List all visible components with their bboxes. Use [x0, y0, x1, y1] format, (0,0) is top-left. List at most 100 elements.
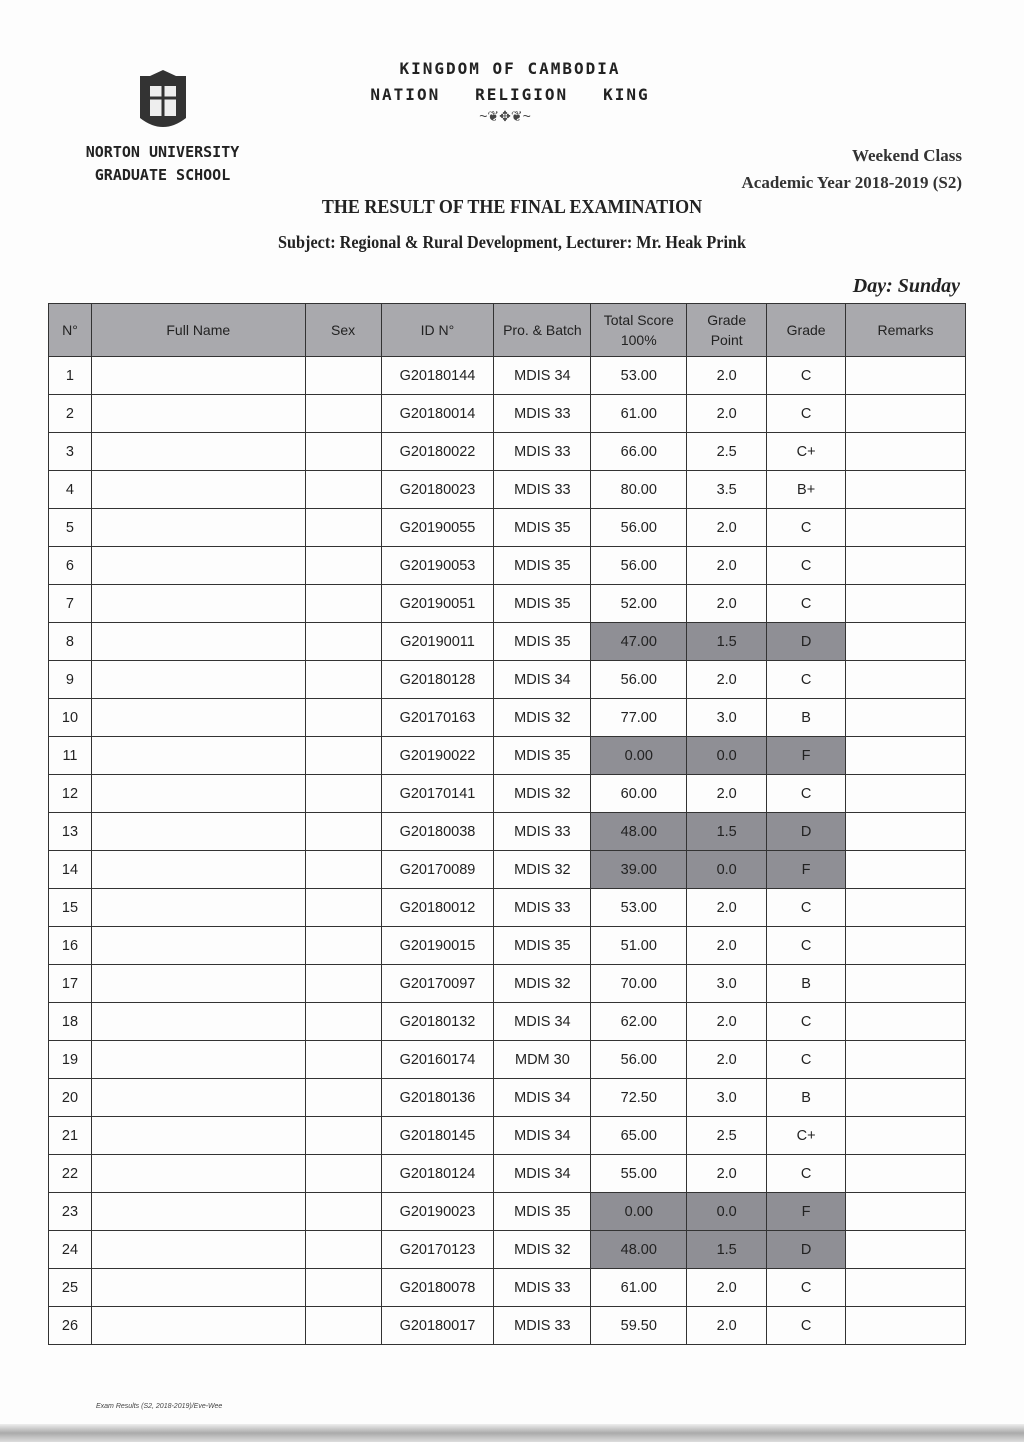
- row-number: 20: [48, 1078, 92, 1117]
- score-cell: 61.00: [590, 394, 688, 433]
- id-cell: G20180017: [380, 1306, 495, 1345]
- table-row: 14 G20170089 MDIS 32 39.00 0.0 F: [48, 850, 966, 889]
- id-cell: G20190051: [380, 584, 495, 623]
- row-number: 6: [48, 546, 92, 585]
- batch-cell: MDIS 32: [493, 1230, 592, 1269]
- id-cell: G20160174: [380, 1040, 495, 1079]
- batch-cell: MDIS 33: [493, 394, 592, 433]
- grade-point-cell: 2.0: [686, 774, 768, 813]
- grade-point-cell: 2.0: [686, 356, 768, 395]
- motto-text: NATION RELIGION KING: [370, 85, 650, 104]
- batch-cell: MDIS 35: [493, 926, 592, 965]
- col-no: N°: [48, 303, 92, 357]
- grade-point-cell: 0.0: [686, 850, 768, 889]
- university-title: NORTON UNIVERSITY: [85, 143, 240, 161]
- col-total-score-line1: Total Score: [603, 312, 674, 328]
- score-cell: 0.00: [590, 1192, 688, 1231]
- sex-cell: [304, 470, 382, 509]
- row-number: 25: [48, 1268, 92, 1307]
- batch-cell: MDIS 34: [493, 1002, 592, 1041]
- score-cell: 0.00: [590, 736, 688, 775]
- batch-cell: MDIS 33: [493, 470, 592, 509]
- full-name-cell: [90, 622, 306, 661]
- full-name-cell: [90, 1116, 306, 1155]
- table-row: 23 G20190023 MDIS 35 0.00 0.0 F: [48, 1192, 966, 1231]
- id-cell: G20170089: [380, 850, 495, 889]
- scan-edge: [0, 1424, 1024, 1442]
- sex-cell: [304, 1230, 382, 1269]
- document-title: THE RESULT OF THE FINAL EXAMINATION: [321, 196, 703, 218]
- table-row: 19 G20160174 MDM 30 56.00 2.0 C: [48, 1040, 966, 1079]
- row-number: 15: [48, 888, 92, 927]
- batch-cell: MDIS 32: [493, 964, 592, 1003]
- row-number: 14: [48, 850, 92, 889]
- table-row: 11 G20190022 MDIS 35 0.00 0.0 F: [48, 736, 966, 775]
- row-number: 16: [48, 926, 92, 965]
- score-cell: 52.00: [590, 584, 688, 623]
- grade-cell: C+: [766, 432, 847, 471]
- table-row: 10 G20170163 MDIS 32 77.00 3.0 B: [48, 698, 966, 737]
- full-name-cell: [90, 850, 306, 889]
- table-row: 24 G20170123 MDIS 32 48.00 1.5 D: [48, 1230, 966, 1269]
- col-remarks: Remarks: [845, 303, 966, 357]
- row-number: 3: [48, 432, 92, 471]
- sex-cell: [304, 1040, 382, 1079]
- remarks-cell: [845, 470, 966, 509]
- row-number: 10: [48, 698, 92, 737]
- grade-cell: C: [766, 888, 847, 927]
- batch-cell: MDIS 34: [493, 356, 592, 395]
- full-name-cell: [90, 964, 306, 1003]
- row-number: 8: [48, 622, 92, 661]
- row-number: 17: [48, 964, 92, 1003]
- full-name-cell: [90, 356, 306, 395]
- full-name-cell: [90, 660, 306, 699]
- class-info: Weekend Class Academic Year 2018-2019 (S…: [742, 142, 963, 196]
- batch-cell: MDIS 34: [493, 660, 592, 699]
- score-cell: 66.00: [590, 432, 688, 471]
- full-name-cell: [90, 1192, 306, 1231]
- remarks-cell: [845, 508, 966, 547]
- batch-cell: MDIS 32: [493, 698, 592, 737]
- id-cell: G20170097: [380, 964, 495, 1003]
- batch-cell: MDIS 35: [493, 622, 592, 661]
- row-number: 9: [48, 660, 92, 699]
- grade-point-cell: 2.0: [686, 1040, 768, 1079]
- row-number: 13: [48, 812, 92, 851]
- sex-cell: [304, 926, 382, 965]
- id-cell: G20180078: [380, 1268, 495, 1307]
- batch-cell: MDIS 34: [493, 1116, 592, 1155]
- table-row: 18 G20180132 MDIS 34 62.00 2.0 C: [48, 1002, 966, 1041]
- id-cell: G20180145: [380, 1116, 495, 1155]
- full-name-cell: [90, 774, 306, 813]
- full-name-cell: [90, 508, 306, 547]
- grade-cell: C: [766, 508, 847, 547]
- table-row: 1 G20180144 MDIS 34 53.00 2.0 C: [48, 356, 966, 395]
- sex-cell: [304, 850, 382, 889]
- id-cell: G20190053: [380, 546, 495, 585]
- remarks-cell: [845, 1116, 966, 1155]
- remarks-cell: [845, 1078, 966, 1117]
- remarks-cell: [845, 850, 966, 889]
- sex-cell: [304, 622, 382, 661]
- score-cell: 62.00: [590, 1002, 688, 1041]
- batch-cell: MDIS 35: [493, 584, 592, 623]
- grade-point-cell: 3.0: [686, 964, 768, 1003]
- id-cell: G20190015: [380, 926, 495, 965]
- remarks-cell: [845, 356, 966, 395]
- batch-cell: MDIS 35: [493, 546, 592, 585]
- grade-point-cell: 1.5: [686, 1230, 768, 1269]
- grade-cell: C: [766, 356, 847, 395]
- score-cell: 56.00: [590, 1040, 688, 1079]
- id-cell: G20170123: [380, 1230, 495, 1269]
- grade-cell: B: [766, 698, 847, 737]
- table-row: 20 G20180136 MDIS 34 72.50 3.0 B: [48, 1078, 966, 1117]
- table-row: 4 G20180023 MDIS 33 80.00 3.5 B+: [48, 470, 966, 509]
- row-number: 4: [48, 470, 92, 509]
- sex-cell: [304, 1116, 382, 1155]
- sex-cell: [304, 1002, 382, 1041]
- sex-cell: [304, 584, 382, 623]
- score-cell: 56.00: [590, 508, 688, 547]
- score-cell: 53.00: [590, 356, 688, 395]
- full-name-cell: [90, 812, 306, 851]
